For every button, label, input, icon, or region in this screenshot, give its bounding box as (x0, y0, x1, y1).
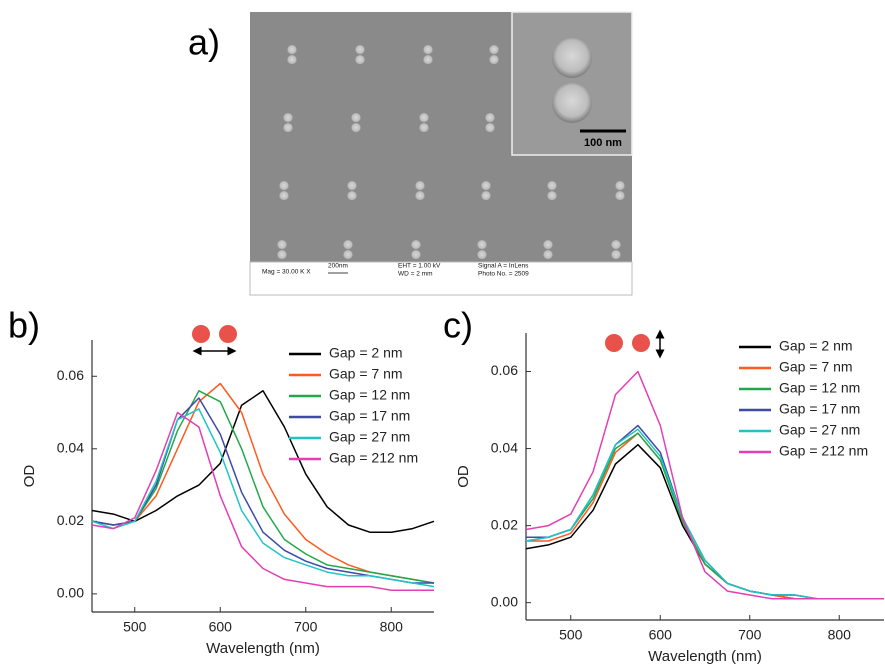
nanoparticle (355, 45, 365, 55)
nanoparticle (489, 55, 499, 65)
nanoparticle (277, 250, 287, 260)
nanoparticle (485, 123, 495, 133)
data-line (525, 370, 884, 600)
nanoparticle (477, 240, 487, 250)
dimer-icon (219, 325, 237, 343)
x-tick-label: 700 (738, 627, 762, 643)
nanoparticle (415, 191, 425, 201)
legend-label: Gap = 7 nm (779, 359, 853, 375)
data-line (91, 411, 434, 591)
panel-label: c) (443, 305, 473, 346)
y-axis-label: OD (455, 465, 472, 488)
nanoparticle (543, 240, 553, 250)
legend-label: Gap = 212 nm (329, 450, 418, 466)
nanoparticle (481, 191, 491, 201)
data-line (91, 397, 434, 584)
nanoparticle (547, 191, 557, 201)
dimer-icon (192, 325, 210, 343)
data-line (91, 390, 435, 533)
y-axis-label: OD (21, 465, 38, 488)
y-tick-label: 0.06 (491, 362, 518, 378)
nanoparticle (615, 181, 625, 191)
x-tick-label: 500 (123, 619, 147, 635)
x-tick-label: 600 (649, 627, 673, 643)
nanoparticle (283, 113, 293, 123)
nanoparticle (411, 250, 421, 260)
dimer-icon (632, 334, 650, 352)
y-tick-label: 0.00 (491, 593, 518, 609)
legend-label: Gap = 27 nm (329, 429, 410, 445)
y-tick-label: 0.04 (57, 440, 84, 456)
nanoparticle (411, 240, 421, 250)
sem-info: Mag = 30.00 K X (262, 269, 311, 276)
sem-info: Photo No. = 2509 (478, 271, 529, 278)
y-tick-label: 0.06 (57, 367, 84, 383)
nanoparticle (477, 250, 487, 260)
y-tick-label: 0.00 (57, 585, 84, 601)
nanoparticle (351, 123, 361, 133)
nanoparticle (343, 250, 353, 260)
nanoparticle (287, 45, 297, 55)
nanoparticle (347, 191, 357, 201)
nanoparticle (423, 55, 433, 65)
chart: 0.00 0.02 0.04 0.06 500 600 700 800 Wavelength (… (455, 333, 884, 665)
nanoparticle (419, 123, 429, 133)
nanoparticle (489, 45, 499, 55)
nanoparticle (552, 38, 592, 78)
nanoparticle (279, 191, 289, 201)
x-axis-label: Wavelength (nm) (206, 640, 320, 657)
panel-label: a) (188, 22, 220, 63)
nanoparticle (423, 45, 433, 55)
nanoparticle (419, 113, 429, 123)
legend-label: Gap = 12 nm (779, 380, 860, 396)
x-tick-label: 800 (828, 627, 852, 643)
nanoparticle (279, 181, 289, 191)
panel-label: b) (8, 305, 40, 346)
nanoparticle (347, 181, 357, 191)
nanoparticle (415, 181, 425, 191)
dimer-icon (605, 334, 623, 352)
nanoparticle (543, 250, 553, 260)
data-line (91, 408, 435, 588)
legend-label: Gap = 17 nm (779, 401, 860, 417)
y-tick-label: 0.02 (57, 512, 84, 528)
y-tick-label: 0.04 (491, 439, 518, 455)
x-axis-label: Wavelength (nm) (648, 648, 762, 665)
nanoparticle (283, 123, 293, 133)
legend-label: Gap = 7 nm (329, 366, 403, 382)
y-tick-label: 0.02 (491, 516, 518, 532)
nanoparticle (552, 83, 592, 123)
scale-bar-label: 100 nm (584, 137, 622, 149)
sem-info: WD = 2 mm (398, 271, 433, 278)
sem-info: EHT = 1.00 kV (398, 263, 441, 270)
legend-label: Gap = 2 nm (329, 345, 403, 361)
sem-info: 200nm (328, 263, 348, 270)
nanoparticle (615, 191, 625, 201)
nanoparticle (481, 181, 491, 191)
nanoparticle (611, 240, 621, 250)
nanoparticle (611, 250, 621, 260)
legend-label: Gap = 212 nm (779, 443, 868, 459)
data-line (91, 390, 435, 584)
nanoparticle (355, 55, 365, 65)
sem-info: Signal A = InLens (478, 263, 529, 270)
x-tick-label: 600 (209, 619, 233, 635)
chart: 0.00 0.02 0.04 0.06 500 600 700 800 Wavelength (… (21, 340, 435, 657)
legend-label: Gap = 2 nm (779, 338, 853, 354)
sem-image: Mag = 30.00 K X 200nm EHT = 1.00 kV WD =… (249, 11, 633, 296)
x-tick-label: 700 (294, 619, 318, 635)
legend-label: Gap = 27 nm (779, 422, 860, 438)
nanoparticle (343, 240, 353, 250)
nanoparticle (287, 55, 297, 65)
nanoparticle (547, 181, 557, 191)
legend-label: Gap = 12 nm (329, 387, 410, 403)
nanoparticle (485, 113, 495, 123)
x-tick-label: 500 (559, 627, 583, 643)
legend-label: Gap = 17 nm (329, 408, 410, 424)
nanoparticle (351, 113, 361, 123)
x-tick-label: 800 (380, 619, 404, 635)
sem-info-bar (249, 261, 633, 296)
nanoparticle (277, 240, 287, 250)
